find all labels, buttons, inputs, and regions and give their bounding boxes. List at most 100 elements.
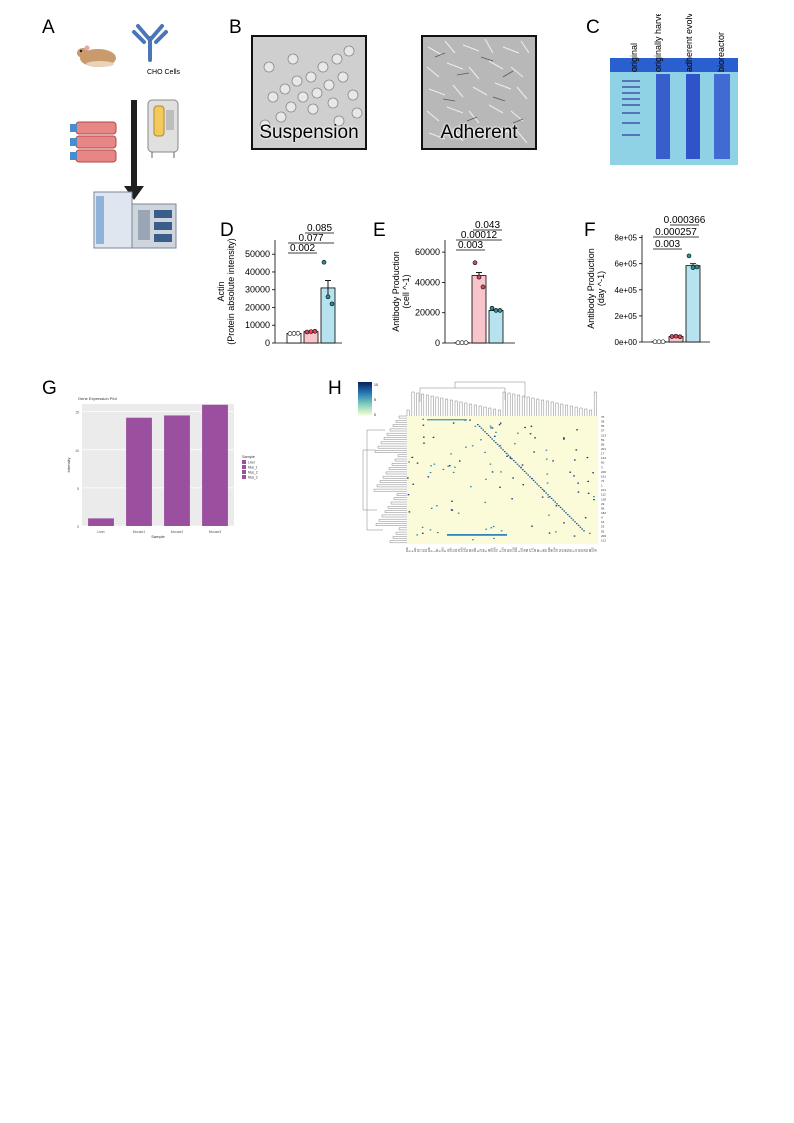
h-row-label-9: 124 bbox=[601, 456, 606, 460]
h-col-label-23: 56 bbox=[468, 549, 472, 552]
h-row-label-20: 96 bbox=[601, 506, 605, 510]
h-diag-cell-53 bbox=[572, 519, 574, 521]
h-row-label-8: 17 bbox=[601, 452, 605, 456]
hamster-icon bbox=[77, 45, 116, 67]
D-ytick-label-2: 20000 bbox=[245, 302, 270, 312]
h-col-label-24: 16 bbox=[470, 549, 474, 552]
h-row-label-25: 55 bbox=[601, 529, 605, 533]
adherent-label: Adherent bbox=[440, 122, 518, 143]
h-row-label-2: 55 bbox=[601, 424, 605, 428]
h-diag-cell-59 bbox=[583, 530, 585, 532]
D-ylabel-line-2: (Protein absolute intensity) bbox=[226, 238, 236, 345]
h-col-branch-26 bbox=[531, 397, 535, 416]
h-cell-99 bbox=[569, 471, 572, 473]
panel-g-letter: G bbox=[42, 378, 57, 399]
h-cell-45 bbox=[427, 476, 430, 478]
h-cell-2 bbox=[421, 526, 424, 528]
h-diag-cell-18 bbox=[509, 456, 511, 458]
h-col-label-68: 102 bbox=[591, 547, 595, 552]
panel-a-letter: A bbox=[42, 17, 55, 38]
h-col-label-49: 5 bbox=[539, 550, 543, 552]
h-col-label-1: 8 bbox=[408, 550, 412, 552]
h-row-label-6: 85 bbox=[601, 442, 605, 446]
D-pvalue-1: 0.077 bbox=[298, 233, 323, 244]
h-row-branch-12 bbox=[388, 467, 407, 470]
g-ytick-label-1: 5 bbox=[77, 487, 79, 491]
h-cell-101 bbox=[452, 422, 455, 424]
h-row-dendrogram bbox=[362, 415, 407, 543]
h-col-label-25: 201 bbox=[473, 547, 477, 552]
h-cell-59 bbox=[593, 496, 595, 498]
h-col-label-39: 210 bbox=[511, 547, 515, 552]
h-colorbar bbox=[358, 382, 372, 416]
h-cell-97 bbox=[433, 463, 436, 465]
h-col-branch-2 bbox=[416, 392, 420, 416]
h-col-label-0: 426 bbox=[405, 547, 409, 552]
h-cell-54 bbox=[429, 529, 432, 531]
h-col-branch-13 bbox=[469, 403, 472, 416]
h-cell-89 bbox=[436, 531, 439, 534]
bioreactor-icon bbox=[147, 99, 179, 158]
h-diag-cell-27 bbox=[525, 472, 528, 474]
h-col-label-14: 9 bbox=[443, 550, 447, 552]
h-col-label-17: 51 bbox=[451, 549, 455, 552]
h-diag-cell-42 bbox=[552, 499, 555, 501]
h-diag-cell-0 bbox=[477, 424, 479, 426]
g-legend-title: Sample bbox=[242, 455, 255, 459]
h-diag-cell-47 bbox=[561, 508, 564, 510]
h-row-branch-24 bbox=[378, 519, 407, 522]
h-diag-cell-30 bbox=[531, 478, 533, 480]
h-cell-14 bbox=[421, 532, 424, 534]
h-col-label-44: 59 bbox=[525, 549, 529, 552]
h-col-branch-30 bbox=[550, 401, 554, 416]
h-cell-65 bbox=[593, 499, 595, 501]
h-col-label-53: 98 bbox=[550, 549, 554, 552]
h-diag-cell-9 bbox=[493, 440, 495, 442]
h-diag-cell-32 bbox=[534, 481, 537, 483]
h-col-branch-33 bbox=[565, 404, 568, 416]
h-col-branch-38 bbox=[589, 409, 592, 416]
h-col-label-30: 38 bbox=[487, 549, 491, 552]
F-point-1-2 bbox=[677, 334, 683, 340]
g-bar-1 bbox=[126, 417, 152, 526]
h-row-branch-6 bbox=[380, 441, 407, 445]
h-col-label-20: 163 bbox=[460, 547, 464, 552]
h-row-label-11: 3 bbox=[601, 465, 603, 469]
h-diag-cell-14 bbox=[502, 449, 504, 451]
E-bar-2 bbox=[488, 310, 504, 344]
D-ytick-label-0: 0 bbox=[265, 338, 270, 348]
h-cell-40 bbox=[499, 422, 502, 424]
E-point-2-2 bbox=[497, 308, 503, 313]
g-xtick-label-2: Mouse2 bbox=[171, 530, 184, 534]
h-diag-cell-31 bbox=[532, 479, 535, 481]
panel-h-letter: H bbox=[328, 378, 342, 399]
h-row-label-18: 128 bbox=[601, 497, 606, 501]
h-cell-77 bbox=[546, 473, 549, 475]
h-col-label-16: 201 bbox=[449, 547, 453, 552]
g-ytick-label-3: 15 bbox=[75, 411, 79, 415]
h-row-branch-15 bbox=[379, 480, 407, 483]
h-col-label-61: 9 bbox=[571, 550, 575, 552]
D-pvalue-2: 0.085 bbox=[307, 223, 332, 234]
h-diag-cell-5 bbox=[486, 433, 488, 435]
h-col-branch-15 bbox=[478, 405, 482, 416]
h-diag-cell-40 bbox=[549, 496, 551, 498]
h-diag-cell-45 bbox=[558, 505, 560, 507]
h-col-branch-24 bbox=[522, 395, 525, 416]
F-ytick-label-3: 6e+05 bbox=[615, 260, 638, 269]
F-point-2-1 bbox=[690, 265, 696, 270]
cho-cells-label: CHO Cells bbox=[147, 69, 181, 76]
h-cell-109 bbox=[407, 494, 410, 496]
suspension-micrograph: Suspension bbox=[251, 35, 367, 150]
panel-a-workflow-illustration bbox=[70, 24, 179, 249]
h-cell-4 bbox=[530, 425, 533, 427]
h-cell-102 bbox=[472, 539, 474, 541]
h-cell-61 bbox=[511, 498, 513, 500]
h-col-branch-0 bbox=[406, 409, 410, 416]
gel-image: original originally harvested adherent e… bbox=[610, 14, 738, 165]
D-point-0-0 bbox=[287, 331, 293, 336]
g-title: Gene Expression Plot bbox=[78, 396, 118, 401]
h-col-label-66: 51 bbox=[585, 549, 589, 552]
g-legend-label-0: Liver bbox=[248, 461, 256, 465]
g-legend-key-0 bbox=[242, 460, 246, 464]
